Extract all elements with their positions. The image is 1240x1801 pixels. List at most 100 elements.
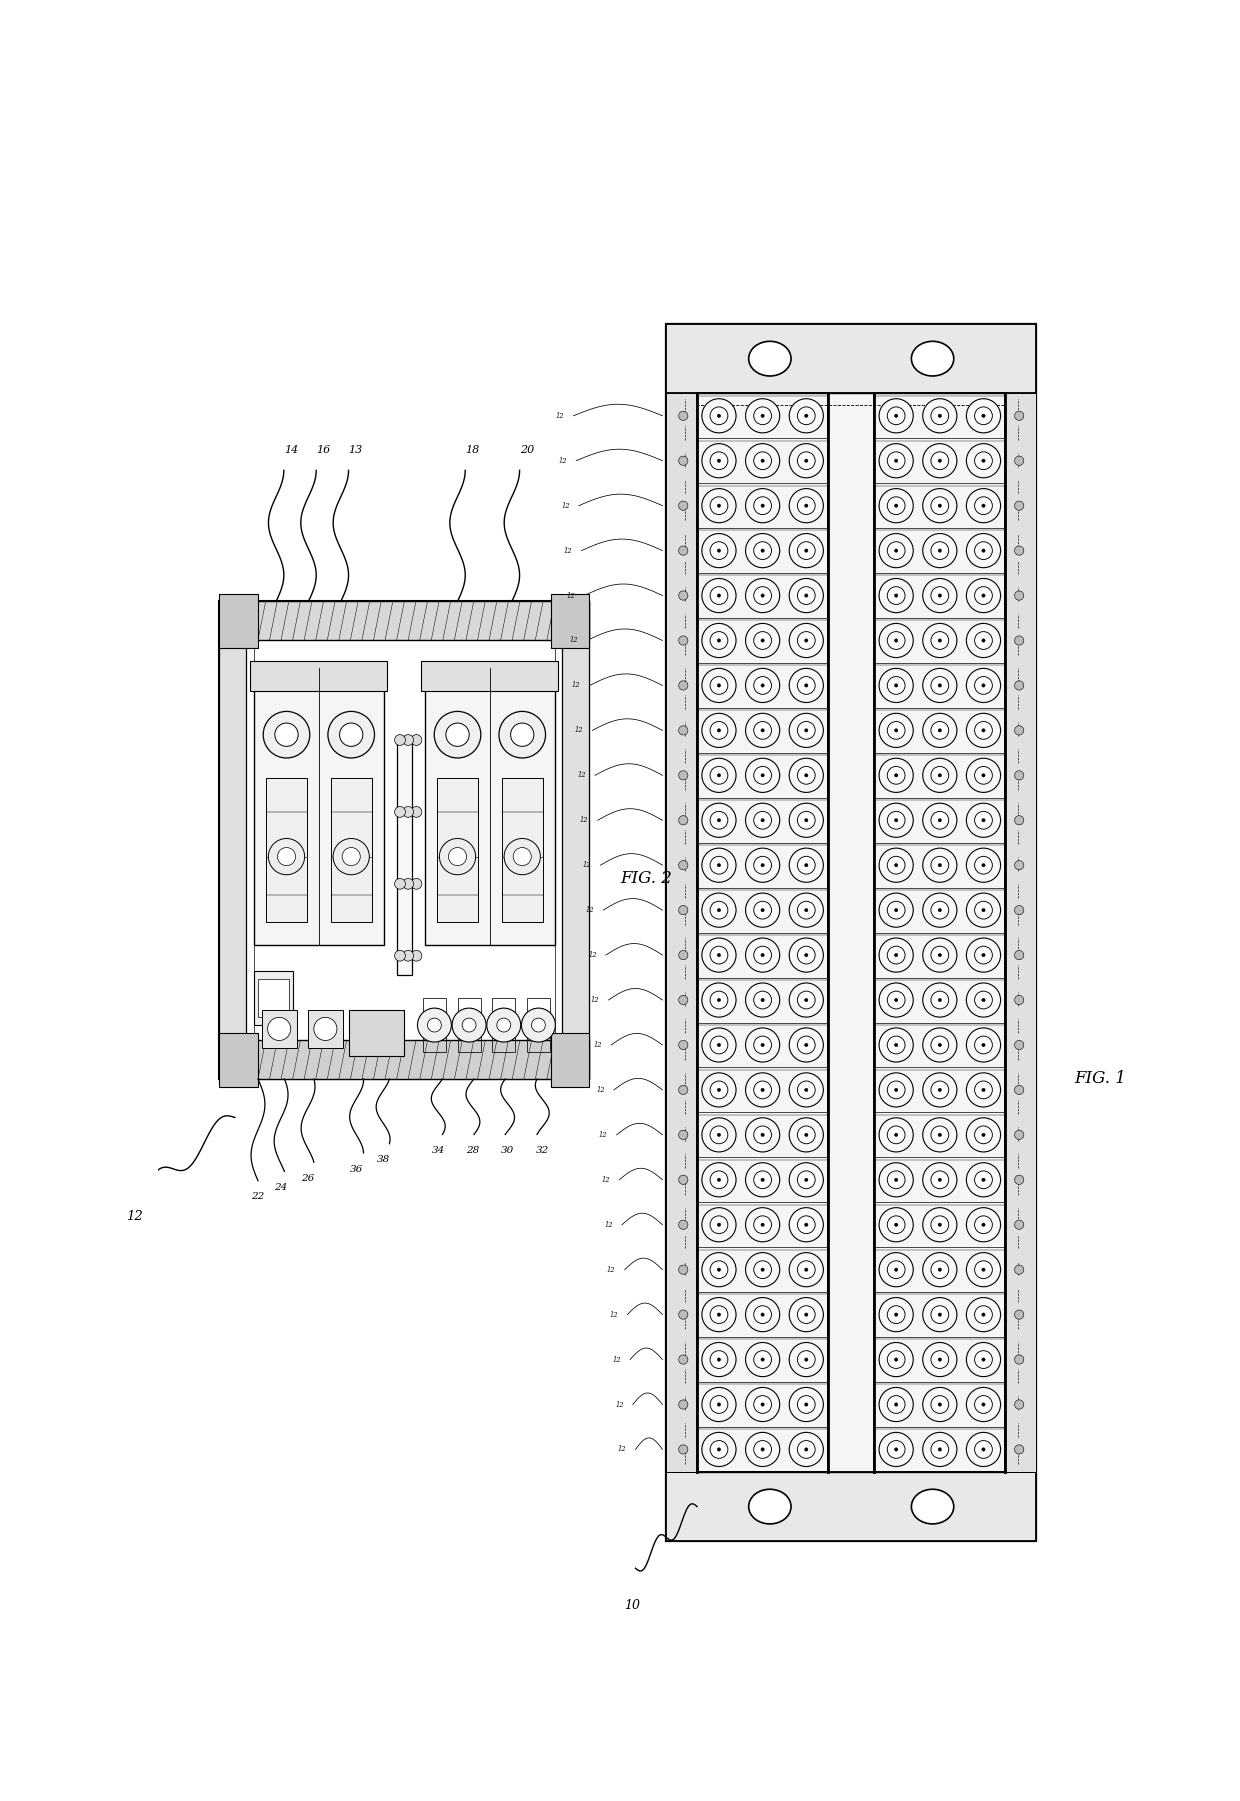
Circle shape — [754, 1261, 771, 1279]
Circle shape — [966, 1297, 1001, 1331]
Circle shape — [982, 729, 985, 731]
Circle shape — [717, 819, 720, 821]
Circle shape — [797, 632, 815, 650]
Circle shape — [888, 855, 905, 873]
Circle shape — [966, 668, 1001, 702]
Circle shape — [678, 1444, 688, 1453]
Circle shape — [1014, 411, 1024, 420]
Circle shape — [745, 803, 780, 837]
Text: 26: 26 — [301, 1174, 315, 1183]
Circle shape — [797, 1441, 815, 1459]
Circle shape — [403, 735, 414, 746]
Circle shape — [1014, 636, 1024, 645]
Circle shape — [923, 668, 957, 702]
Circle shape — [805, 504, 808, 508]
Circle shape — [745, 1297, 780, 1331]
Circle shape — [268, 839, 305, 875]
Bar — [697, 393, 828, 1471]
Circle shape — [446, 722, 469, 746]
Circle shape — [410, 807, 422, 818]
Circle shape — [982, 1313, 985, 1317]
Bar — [436, 778, 479, 922]
Text: 12: 12 — [564, 548, 573, 555]
Circle shape — [789, 893, 823, 928]
Circle shape — [939, 1223, 941, 1226]
Text: 13: 13 — [348, 445, 363, 456]
Circle shape — [894, 774, 898, 776]
Circle shape — [745, 398, 780, 432]
Text: 12: 12 — [604, 1221, 613, 1228]
Circle shape — [888, 1441, 905, 1459]
Circle shape — [717, 1088, 720, 1091]
Circle shape — [717, 459, 720, 463]
Circle shape — [879, 1118, 913, 1153]
Circle shape — [789, 1118, 823, 1153]
Circle shape — [931, 946, 949, 964]
Circle shape — [939, 1313, 941, 1317]
Text: 12: 12 — [585, 906, 594, 915]
Circle shape — [982, 819, 985, 821]
Circle shape — [975, 407, 992, 425]
Circle shape — [754, 587, 771, 605]
Circle shape — [789, 848, 823, 882]
Circle shape — [314, 1018, 337, 1041]
Circle shape — [797, 855, 815, 873]
Circle shape — [975, 1261, 992, 1279]
Bar — [219, 594, 258, 648]
Circle shape — [678, 816, 688, 825]
Circle shape — [975, 1441, 992, 1459]
Circle shape — [982, 953, 985, 956]
Circle shape — [761, 1268, 764, 1272]
Circle shape — [923, 1387, 957, 1421]
Circle shape — [923, 938, 957, 973]
Circle shape — [1014, 951, 1024, 960]
Circle shape — [888, 946, 905, 964]
Circle shape — [754, 632, 771, 650]
Bar — [219, 602, 247, 1079]
Circle shape — [894, 1223, 898, 1226]
Circle shape — [931, 812, 949, 828]
Circle shape — [403, 951, 414, 962]
Circle shape — [711, 632, 728, 650]
Circle shape — [745, 668, 780, 702]
Circle shape — [678, 951, 688, 960]
Circle shape — [931, 1126, 949, 1144]
Circle shape — [894, 549, 898, 553]
Circle shape — [711, 855, 728, 873]
Circle shape — [888, 1261, 905, 1279]
Circle shape — [678, 1086, 688, 1095]
Circle shape — [717, 639, 720, 643]
Circle shape — [754, 1351, 771, 1369]
Circle shape — [966, 443, 1001, 477]
Ellipse shape — [911, 1489, 954, 1524]
Circle shape — [931, 767, 949, 783]
Circle shape — [923, 488, 957, 522]
Circle shape — [975, 1351, 992, 1369]
Circle shape — [982, 1448, 985, 1452]
Circle shape — [939, 639, 941, 643]
Circle shape — [923, 983, 957, 1018]
Circle shape — [754, 855, 771, 873]
Circle shape — [789, 758, 823, 792]
Circle shape — [711, 677, 728, 695]
Circle shape — [418, 1009, 451, 1043]
Circle shape — [923, 1342, 957, 1376]
Circle shape — [797, 1261, 815, 1279]
Text: 12: 12 — [588, 951, 596, 960]
Circle shape — [263, 711, 310, 758]
Circle shape — [717, 908, 720, 911]
Circle shape — [678, 1219, 688, 1230]
Circle shape — [745, 578, 780, 612]
Bar — [219, 602, 589, 639]
Circle shape — [805, 998, 808, 1001]
Bar — [527, 998, 551, 1052]
Circle shape — [702, 893, 737, 928]
Circle shape — [888, 497, 905, 515]
Circle shape — [711, 587, 728, 605]
Circle shape — [745, 1073, 780, 1108]
Text: 14: 14 — [284, 445, 298, 456]
Circle shape — [498, 711, 546, 758]
Circle shape — [879, 1297, 913, 1331]
Circle shape — [797, 1351, 815, 1369]
Circle shape — [702, 1208, 737, 1243]
